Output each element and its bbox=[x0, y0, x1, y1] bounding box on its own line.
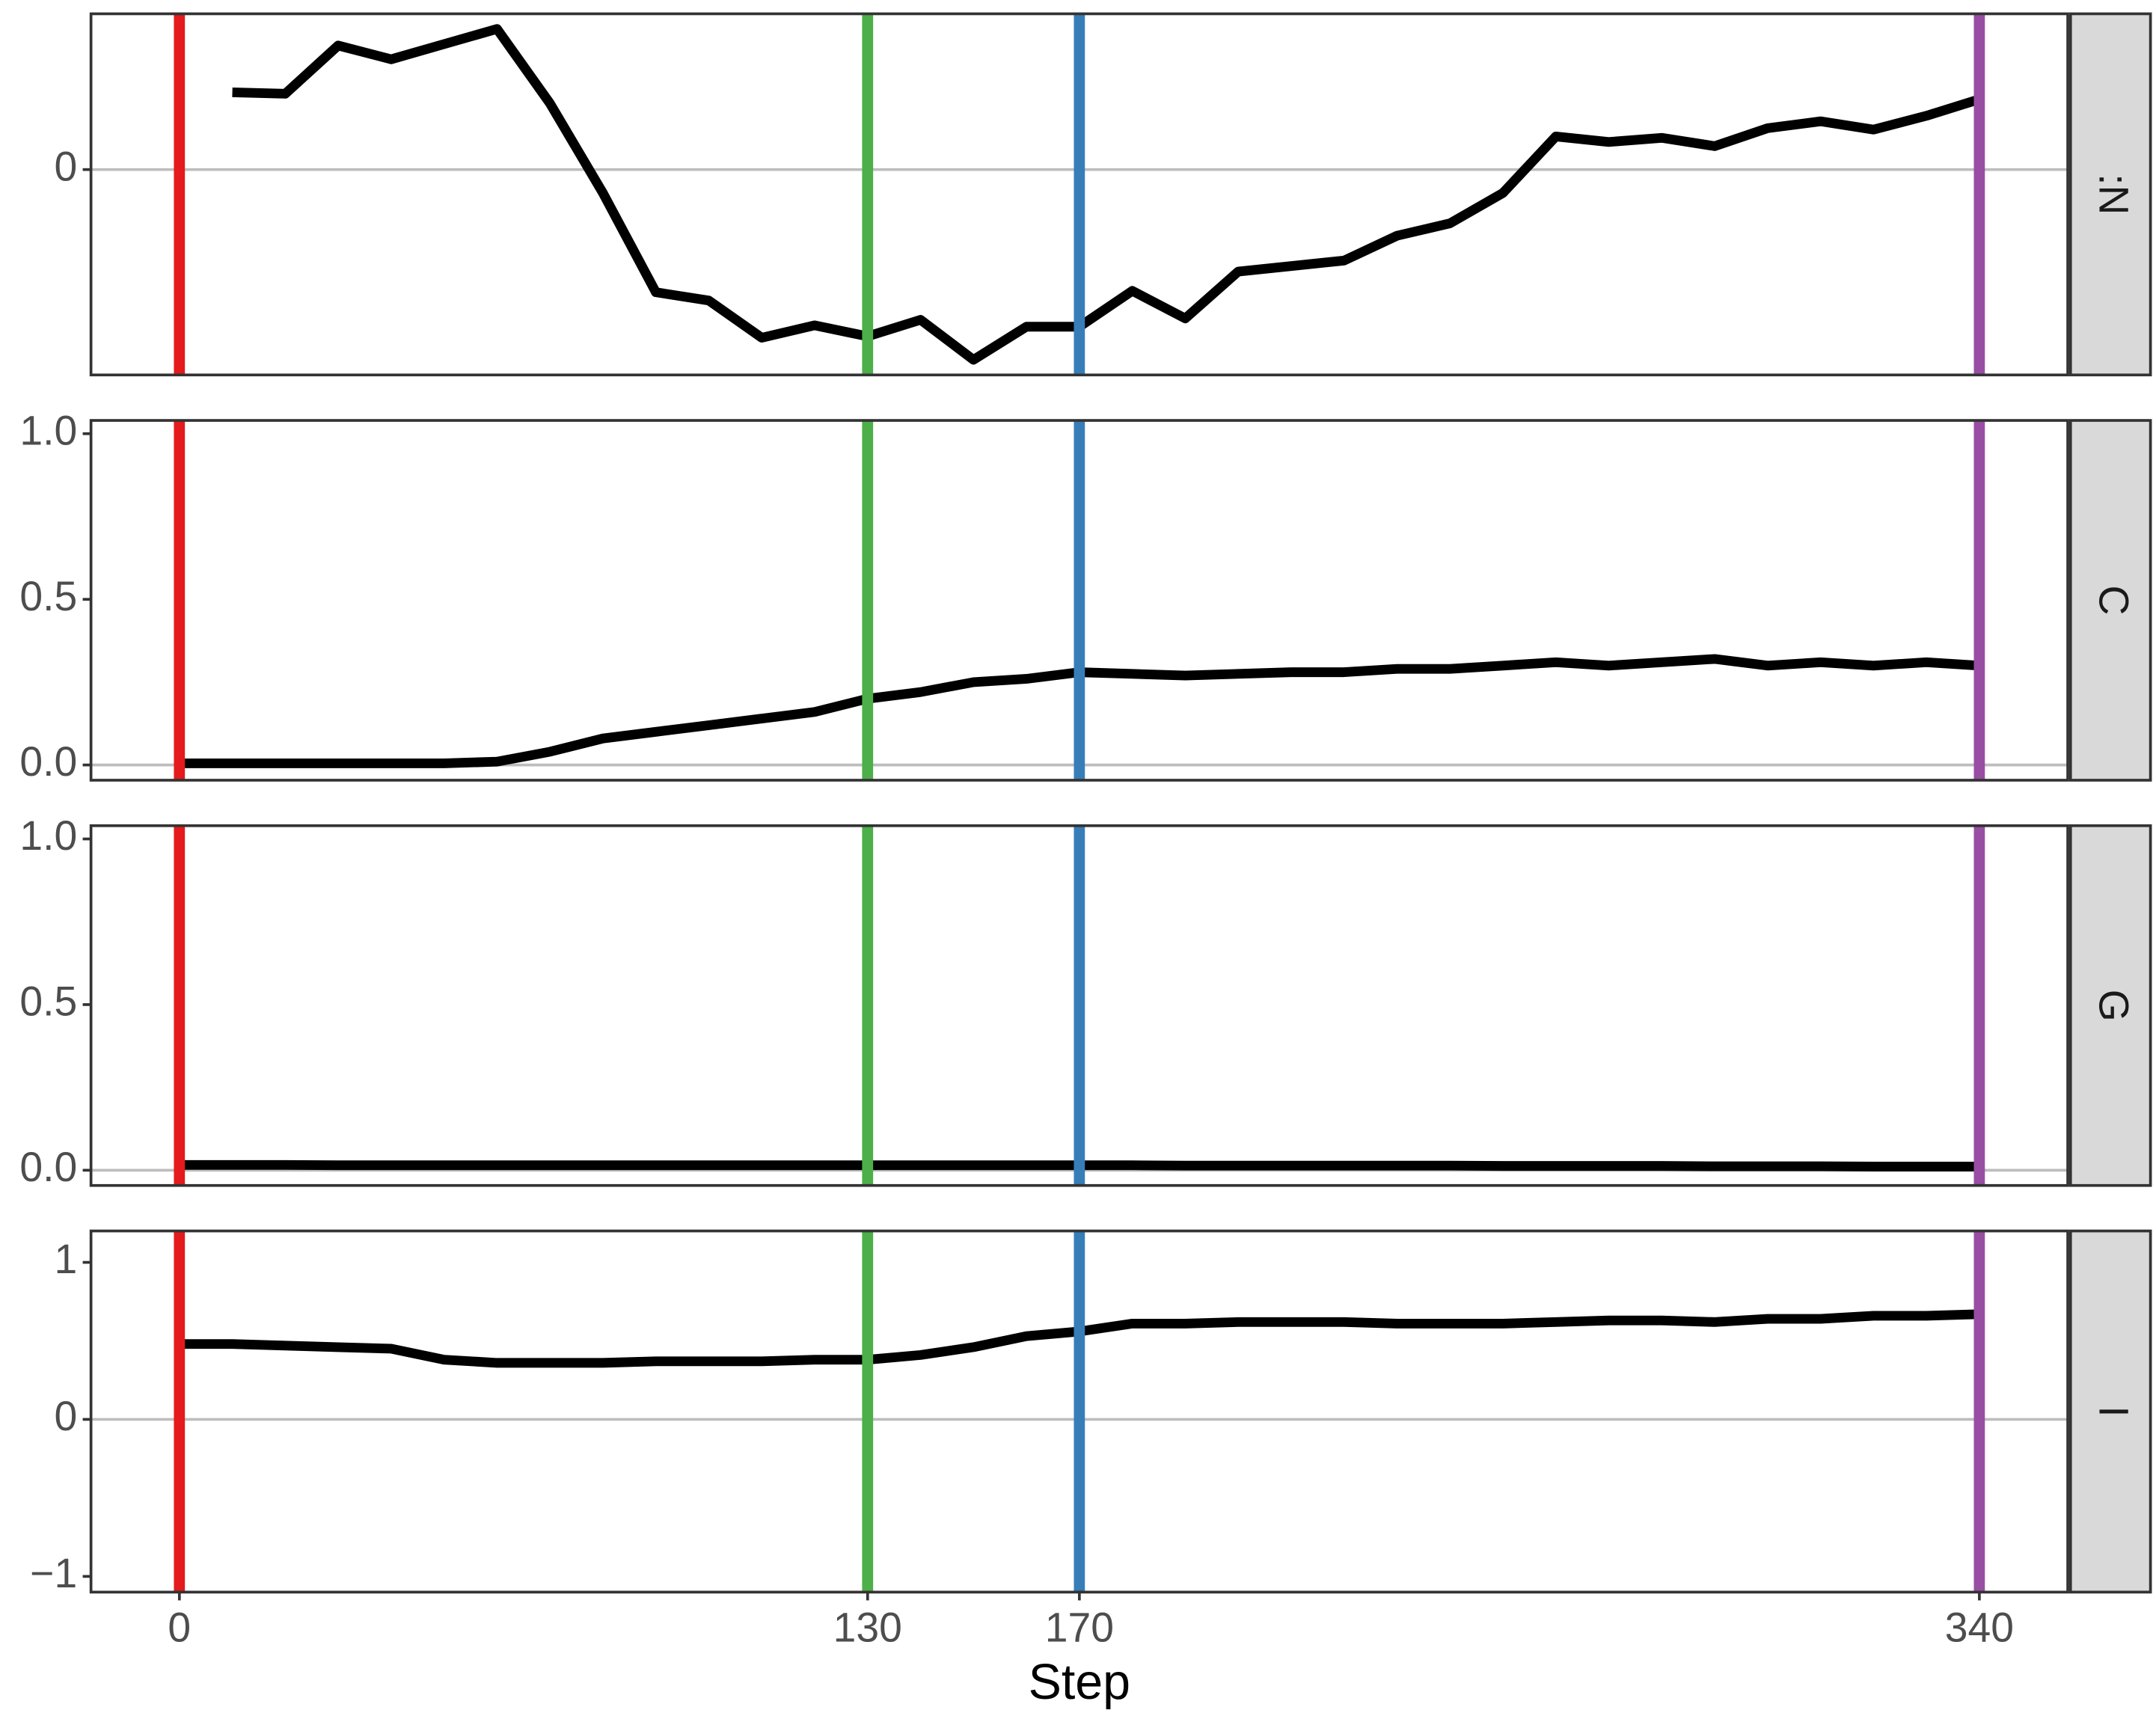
strip-label: I bbox=[2091, 1406, 2137, 1417]
y-tick-label: 0 bbox=[54, 1393, 77, 1439]
strip bbox=[2068, 824, 2152, 1187]
strip-label: C bbox=[2091, 586, 2137, 616]
panel-border bbox=[89, 12, 2069, 377]
strip-label: G bbox=[2091, 990, 2137, 1022]
strip bbox=[2068, 12, 2152, 377]
x-tick-label: 170 bbox=[1045, 1605, 1114, 1651]
y-tick-label: 1.0 bbox=[19, 407, 77, 453]
y-tick-label: 0.0 bbox=[19, 1144, 77, 1190]
y-tick-label: 0.5 bbox=[19, 978, 77, 1025]
y-tick-label: 1 bbox=[54, 1236, 77, 1282]
y-tick-label: 1.0 bbox=[19, 812, 77, 859]
y-tick-label: 0 bbox=[54, 143, 77, 189]
strip bbox=[2068, 1229, 2152, 1594]
x-tick-label: 130 bbox=[833, 1605, 902, 1651]
strip-label: :N bbox=[2091, 174, 2137, 215]
x-tick-label: 340 bbox=[1945, 1605, 2014, 1651]
y-tick-label: −1 bbox=[30, 1550, 77, 1596]
y-tick-label: 0.0 bbox=[19, 738, 77, 785]
x-axis-title: Step bbox=[1029, 1655, 1130, 1710]
panel-border bbox=[89, 824, 2069, 1187]
data-line bbox=[232, 24, 1981, 365]
panel-border bbox=[89, 419, 2069, 782]
strip bbox=[2068, 419, 2152, 782]
y-tick-label: 0.5 bbox=[19, 573, 77, 619]
x-tick-label: 0 bbox=[168, 1605, 191, 1651]
